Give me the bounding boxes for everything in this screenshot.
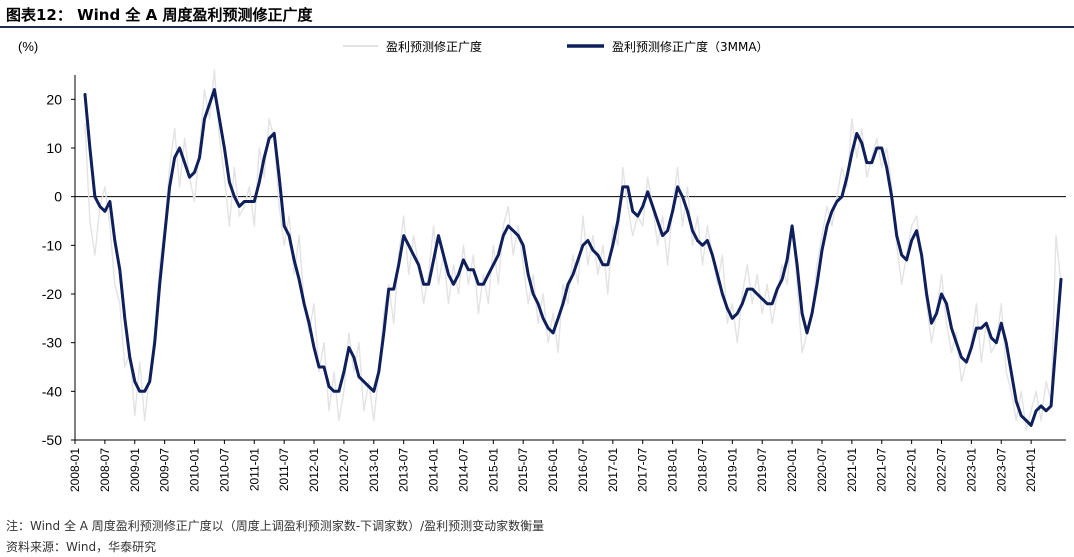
x-tick-label: 2015-07 xyxy=(516,448,530,492)
x-tick-label: 2011-01 xyxy=(247,448,261,491)
x-tick-label: 2019-01 xyxy=(725,448,739,492)
y-tick-label: -10 xyxy=(42,237,62,253)
chart-legend: 盈利预测修正广度 盈利预测修正广度（3MMA） xyxy=(343,39,769,54)
x-tick-label: 2012-01 xyxy=(307,448,321,492)
x-tick-label: 2015-01 xyxy=(486,448,500,492)
y-tick-label: 10 xyxy=(46,140,62,156)
x-tick-label: 2018-07 xyxy=(695,448,709,492)
series-line-weekly xyxy=(84,69,1062,431)
figure-title: 图表12： Wind 全 A 周度盈利预测修正广度 xyxy=(6,6,313,24)
x-tick-label: 2023-07 xyxy=(994,448,1008,492)
x-tick-label: 2010-01 xyxy=(188,448,202,492)
x-tick-label: 2021-07 xyxy=(875,448,889,492)
y-tick-label: -50 xyxy=(42,432,62,448)
x-tick-label: 2024-01 xyxy=(1024,448,1038,492)
x-tick-label: 2013-07 xyxy=(397,448,411,492)
x-tick-label: 2020-01 xyxy=(785,448,799,492)
source-note: 资料来源：Wind，华泰研究 xyxy=(6,540,157,554)
x-tick-label: 2017-07 xyxy=(636,448,650,492)
x-tick-label: 2022-07 xyxy=(935,448,949,492)
y-tick-label: -40 xyxy=(42,383,62,399)
x-tick-label: 2011-07 xyxy=(277,448,291,491)
x-tick-label: 2009-01 xyxy=(128,448,142,492)
x-tick-label: 2021-01 xyxy=(845,448,859,492)
x-tick-label: 2013-01 xyxy=(367,448,381,492)
x-tick-label: 2012-07 xyxy=(337,448,351,492)
line-chart: (%) 盈利预测修正广度 盈利预测修正广度（3MMA） 20 10 0 -10 -20 -… xyxy=(18,39,1066,492)
x-tick-label: 2008-07 xyxy=(98,448,112,492)
x-tick-label: 2019-07 xyxy=(755,448,769,492)
x-tick-label: 2014-01 xyxy=(427,448,441,492)
legend-label-3mma: 盈利预测修正广度（3MMA） xyxy=(612,39,769,54)
x-tick-label: 2023-01 xyxy=(964,448,978,492)
x-tick-label: 2016-07 xyxy=(576,448,590,492)
x-tick-label: 2022-01 xyxy=(905,448,919,492)
x-tick-label: 2018-01 xyxy=(666,448,680,492)
y-tick-label: 20 xyxy=(46,91,62,107)
x-axis: 2008-01 2008-07 2009-01 2009-07 2010-01 2010-… xyxy=(68,196,1066,492)
x-tick-label: 2010-07 xyxy=(217,448,231,492)
legend-label-weekly: 盈利预测修正广度 xyxy=(386,39,482,54)
y-tick-label: -30 xyxy=(42,335,62,351)
x-tick-label: 2016-01 xyxy=(546,448,560,492)
x-tick-label: 2014-07 xyxy=(456,448,470,492)
x-tick-label: 2017-01 xyxy=(606,448,620,492)
y-tick-label: 0 xyxy=(54,189,62,205)
x-tick-label: 2008-01 xyxy=(68,448,82,492)
y-axis-unit-label: (%) xyxy=(18,39,38,54)
x-tick-label: 2020-07 xyxy=(815,448,829,492)
y-tick-label: -20 xyxy=(42,286,62,302)
series-line-3mma xyxy=(83,88,1063,427)
title-divider xyxy=(0,26,1074,28)
y-axis: 20 10 0 -10 -20 -30 -40 -50 xyxy=(42,75,76,448)
footnote: 注：Wind 全 A 周度盈利预测修正广度以（周度上调盈利预测家数-下调家数）/… xyxy=(6,519,545,533)
x-tick-label: 2009-07 xyxy=(158,448,172,492)
plot-lines xyxy=(83,69,1063,431)
